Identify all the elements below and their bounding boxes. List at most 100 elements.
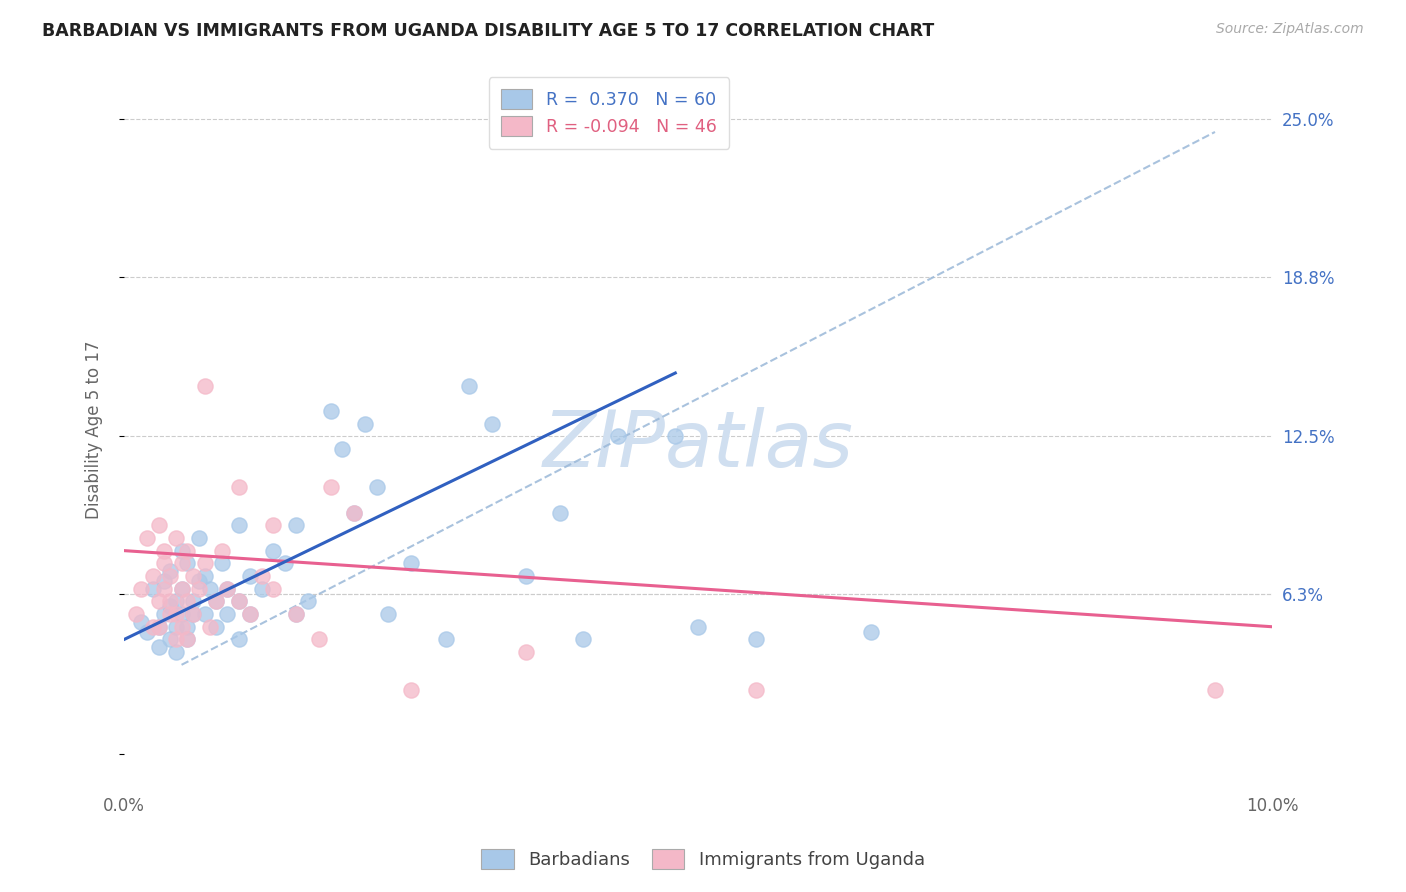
Point: [343, 506, 366, 520]
Point: [193, 378, 215, 392]
Point: [481, 417, 503, 431]
Point: [217, 582, 239, 596]
Point: [165, 645, 187, 659]
Point: [159, 632, 181, 647]
Point: [181, 594, 204, 608]
Point: [170, 582, 193, 596]
Point: [239, 569, 262, 583]
Point: [165, 607, 187, 621]
Point: [228, 594, 250, 608]
Point: [136, 624, 159, 639]
Point: [153, 574, 176, 588]
Point: [285, 518, 308, 533]
Point: [515, 569, 537, 583]
Point: [399, 557, 422, 571]
Point: [343, 506, 366, 520]
Point: [165, 620, 187, 634]
Point: [285, 607, 308, 621]
Point: [165, 531, 187, 545]
Point: [297, 594, 319, 608]
Point: [176, 632, 198, 647]
Point: [354, 417, 377, 431]
Point: [205, 620, 228, 634]
Text: BARBADIAN VS IMMIGRANTS FROM UGANDA DISABILITY AGE 5 TO 17 CORRELATION CHART: BARBADIAN VS IMMIGRANTS FROM UGANDA DISA…: [42, 22, 935, 40]
Point: [606, 429, 628, 443]
Y-axis label: Disability Age 5 to 17: Disability Age 5 to 17: [86, 341, 103, 519]
Point: [228, 518, 250, 533]
Point: [187, 574, 209, 588]
Point: [176, 632, 198, 647]
Point: [250, 569, 273, 583]
Point: [187, 582, 209, 596]
Point: [572, 632, 595, 647]
Point: [228, 594, 250, 608]
Text: Source: ZipAtlas.com: Source: ZipAtlas.com: [1216, 22, 1364, 37]
Legend: Barbadians, Immigrants from Uganda: Barbadians, Immigrants from Uganda: [472, 839, 934, 879]
Point: [744, 683, 766, 698]
Point: [159, 594, 181, 608]
Point: [330, 442, 353, 457]
Point: [399, 683, 422, 698]
Point: [193, 557, 215, 571]
Point: [239, 607, 262, 621]
Point: [366, 480, 388, 494]
Point: [170, 543, 193, 558]
Point: [217, 582, 239, 596]
Point: [153, 557, 176, 571]
Point: [176, 557, 198, 571]
Point: [211, 557, 233, 571]
Point: [131, 582, 153, 596]
Point: [262, 582, 284, 596]
Point: [153, 607, 176, 621]
Point: [148, 594, 170, 608]
Point: [457, 378, 479, 392]
Point: [159, 607, 181, 621]
Point: [205, 594, 228, 608]
Point: [688, 620, 710, 634]
Point: [217, 607, 239, 621]
Point: [153, 543, 176, 558]
Point: [170, 607, 193, 621]
Point: [153, 582, 176, 596]
Point: [176, 543, 198, 558]
Point: [1204, 683, 1226, 698]
Point: [142, 582, 165, 596]
Point: [142, 620, 165, 634]
Point: [170, 557, 193, 571]
Point: [193, 569, 215, 583]
Point: [377, 607, 399, 621]
Point: [148, 620, 170, 634]
Point: [262, 518, 284, 533]
Point: [228, 632, 250, 647]
Point: [308, 632, 330, 647]
Point: [193, 607, 215, 621]
Point: [319, 404, 342, 418]
Point: [550, 506, 572, 520]
Point: [165, 594, 187, 608]
Point: [165, 632, 187, 647]
Point: [239, 607, 262, 621]
Legend: R =  0.370   N = 60, R = -0.094   N = 46: R = 0.370 N = 60, R = -0.094 N = 46: [489, 78, 730, 149]
Point: [285, 607, 308, 621]
Point: [181, 607, 204, 621]
Point: [159, 564, 181, 578]
Point: [159, 599, 181, 614]
Point: [250, 582, 273, 596]
Point: [176, 620, 198, 634]
Point: [159, 569, 181, 583]
Point: [148, 518, 170, 533]
Text: ZIPatlas: ZIPatlas: [543, 407, 853, 483]
Point: [664, 429, 686, 443]
Point: [205, 594, 228, 608]
Point: [200, 620, 222, 634]
Point: [228, 480, 250, 494]
Point: [181, 569, 204, 583]
Point: [744, 632, 766, 647]
Point: [170, 620, 193, 634]
Point: [319, 480, 342, 494]
Point: [211, 543, 233, 558]
Point: [181, 607, 204, 621]
Point: [136, 531, 159, 545]
Point: [200, 582, 222, 596]
Point: [142, 569, 165, 583]
